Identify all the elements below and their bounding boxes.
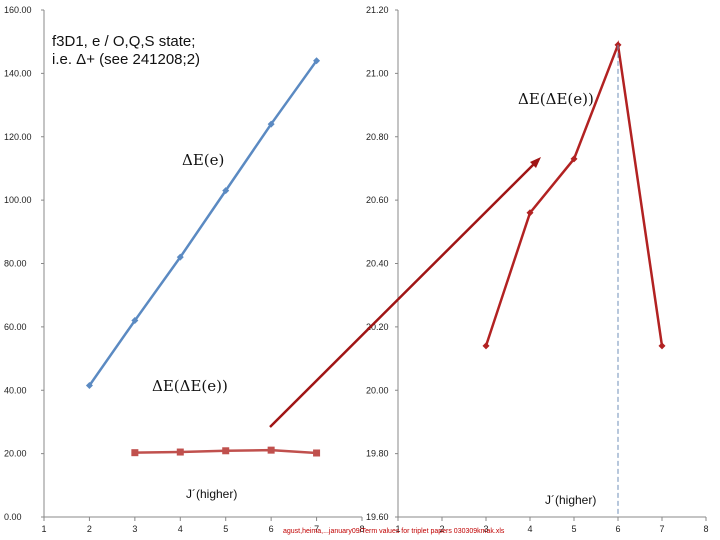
data-point <box>131 317 139 325</box>
x-tick-label: 8 <box>360 524 365 534</box>
right-x-tick-labels: 1 2 3 4 5 6 7 8 <box>396 517 709 534</box>
x-tick-label: 3 <box>132 524 137 534</box>
y-tick-label: 60.00 <box>4 322 27 332</box>
y-tick-label: 140.00 <box>4 68 32 78</box>
x-tick-label: 1 <box>396 524 401 534</box>
y-tick-label: 100.00 <box>4 195 32 205</box>
data-point <box>313 57 321 65</box>
data-point <box>313 449 321 457</box>
left-x-axis-label: J´(higher) <box>186 487 237 501</box>
x-tick-label: 1 <box>42 524 47 534</box>
series-line-0 <box>88 59 318 387</box>
series-label-delta-e: ΔE(e) <box>182 151 224 169</box>
x-tick-label: 7 <box>314 524 319 534</box>
x-tick-label: 3 <box>484 524 489 534</box>
data-point <box>267 446 275 454</box>
data-point <box>526 209 534 217</box>
right-x-axis-label: J´(higher) <box>545 493 596 507</box>
y-tick-label: 120.00 <box>4 132 32 142</box>
x-tick-label: 4 <box>528 524 533 534</box>
data-point <box>267 120 275 128</box>
annotation-line-1: f3D1, e / O,Q,S state; <box>52 33 195 50</box>
data-point <box>222 187 230 195</box>
axes <box>43 10 706 518</box>
x-tick-label: 6 <box>269 524 274 534</box>
left-y-tick-labels: 0.00 20.00 40.00 60.00 80.00 100.00 120.00 140.… <box>4 5 44 522</box>
data-point <box>176 253 184 261</box>
connector-arrow <box>269 159 539 428</box>
data-point <box>85 381 93 389</box>
y-tick-label: 20.40 <box>366 259 389 269</box>
y-tick-label: 80.00 <box>4 259 27 269</box>
y-tick-label: 20.00 <box>4 449 27 459</box>
x-tick-label: 8 <box>704 524 709 534</box>
right-y-tick-labels: 19.60 19.80 20.00 20.20 20.40 20.60 20.80 21.00… <box>366 5 398 522</box>
series-label-delta-delta-e-left: ΔE(ΔE(e)) <box>152 377 228 395</box>
source-text: agust,heima,...january09/Term values for… <box>283 528 505 535</box>
data-point <box>570 155 578 163</box>
x-tick-label: 2 <box>87 524 92 534</box>
left-x-tick-labels: 1 2 3 4 5 6 7 8 <box>42 517 365 534</box>
data-point <box>482 342 490 350</box>
x-tick-label: 6 <box>616 524 621 534</box>
y-tick-label: 21.20 <box>366 5 389 15</box>
data-point <box>658 342 666 350</box>
left-series <box>85 57 321 457</box>
x-tick-label: 5 <box>572 524 577 534</box>
x-tick-label: 2 <box>440 524 445 534</box>
data-point <box>131 449 139 457</box>
y-tick-label: 20.20 <box>366 322 389 332</box>
y-tick-label: 0.00 <box>4 512 22 522</box>
y-tick-label: 20.60 <box>366 195 389 205</box>
y-tick-label: 19.80 <box>366 449 389 459</box>
y-tick-label: 20.00 <box>366 385 389 395</box>
y-tick-label: 21.00 <box>366 68 389 78</box>
annotation-line-2: i.e. Δ+ (see 241208;2) <box>52 51 200 68</box>
x-tick-label: 5 <box>223 524 228 534</box>
x-tick-label: 7 <box>660 524 665 534</box>
right-series <box>482 39 666 517</box>
series-label-delta-delta-e-right: ΔE(ΔE(e)) <box>518 90 594 108</box>
data-point <box>176 448 184 456</box>
y-tick-label: 19.60 <box>366 512 389 522</box>
y-tick-label: 20.80 <box>366 132 389 142</box>
y-tick-label: 160.00 <box>4 5 32 15</box>
data-point <box>222 447 230 455</box>
y-tick-label: 40.00 <box>4 385 27 395</box>
x-tick-label: 4 <box>178 524 183 534</box>
connector-arrow-head <box>530 157 541 168</box>
